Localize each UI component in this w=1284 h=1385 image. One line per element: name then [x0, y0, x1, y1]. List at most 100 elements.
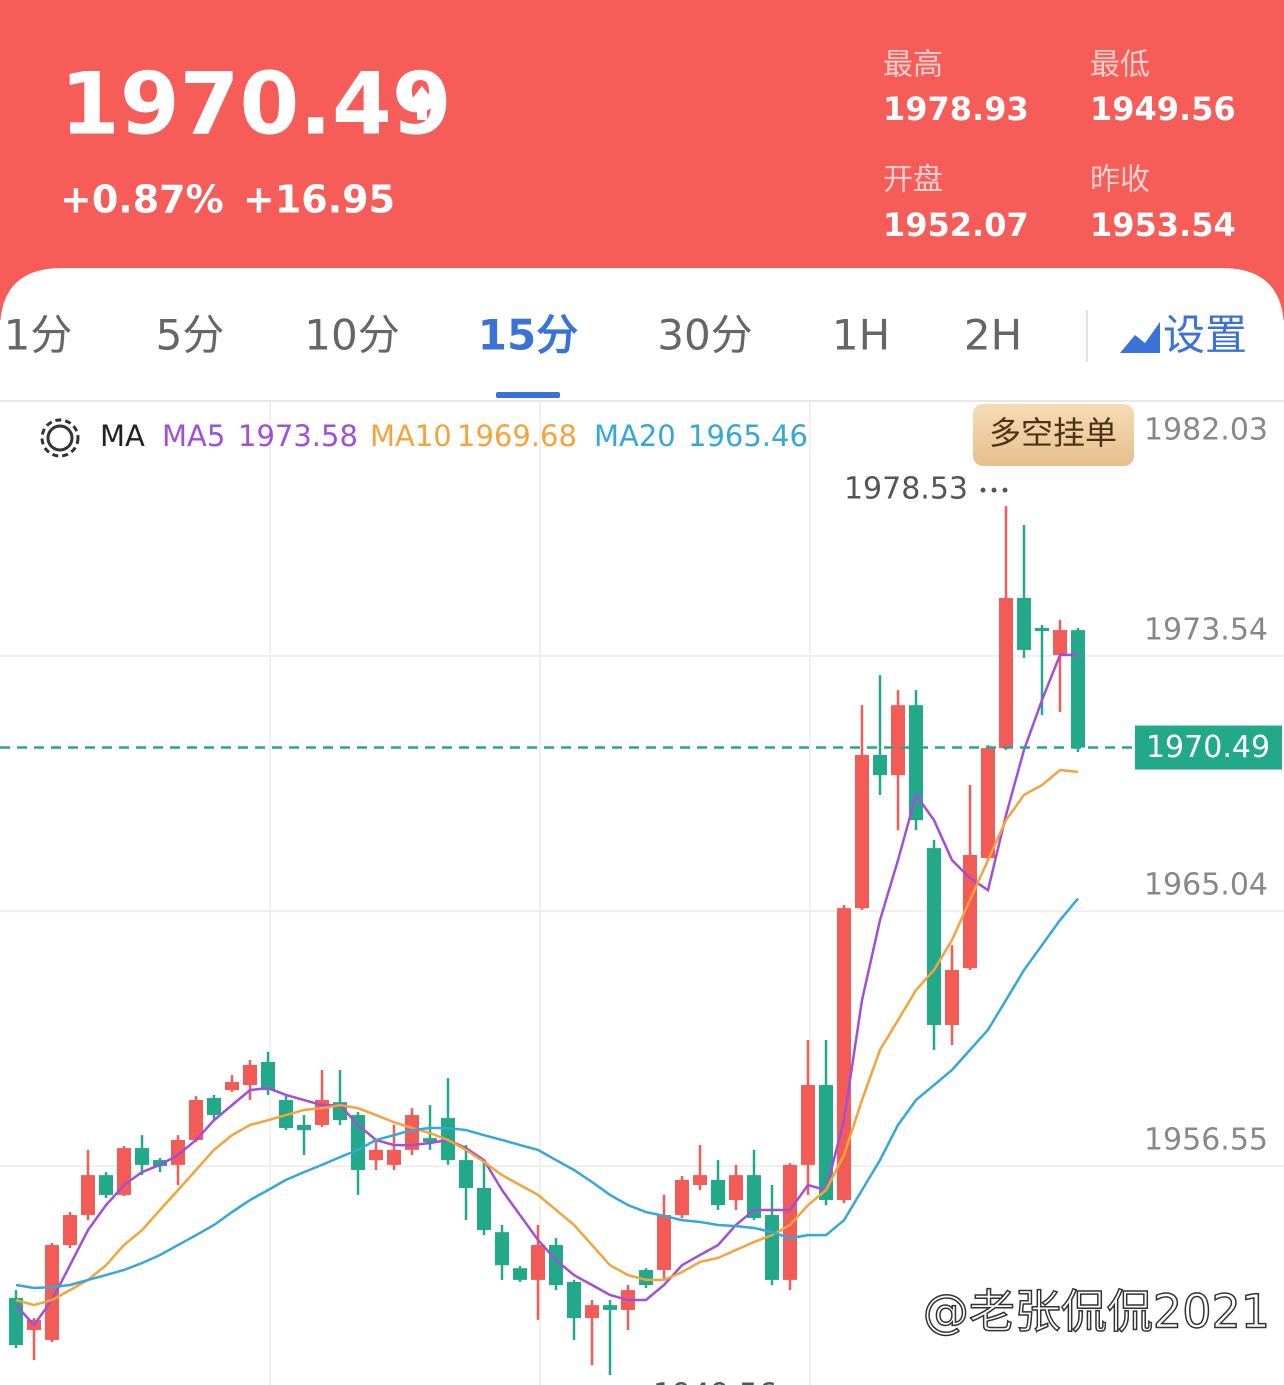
candle-body — [405, 1115, 419, 1150]
candle-body — [513, 1268, 527, 1280]
candle-body — [837, 908, 851, 1201]
candle-body — [945, 970, 959, 1025]
last-price-label: 1970.49 — [1146, 730, 1270, 765]
candle-body — [819, 1085, 833, 1201]
candle-body — [297, 1124, 311, 1131]
candle-body — [729, 1175, 743, 1201]
candle-body — [63, 1215, 77, 1246]
stat-value: 1949.56 — [1090, 90, 1236, 128]
last-price-box — [1135, 725, 1282, 770]
settings[interactable]: 设置 — [1163, 311, 1247, 360]
gear-icon[interactable] — [46, 424, 74, 452]
change: +16.95 — [243, 178, 395, 222]
stat-label: 最低 — [1090, 48, 1150, 83]
legend-name: MA20 — [594, 419, 676, 453]
watermark: @老张侃侃2021 — [923, 1285, 1270, 1339]
tab-underline — [496, 392, 560, 398]
candle-body — [639, 1269, 653, 1286]
gear-icon[interactable] — [40, 418, 80, 458]
candle-body — [657, 1215, 671, 1270]
y-tick-label: 1956.55 — [1144, 1123, 1268, 1158]
candle-body — [9, 1297, 23, 1346]
candle-body — [261, 1061, 275, 1091]
high-label: 1978.53 — [844, 472, 968, 507]
candle-body — [1053, 630, 1067, 656]
candle-body — [927, 848, 941, 1025]
tab[interactable]: 10分 — [304, 311, 399, 360]
candle-body — [459, 1160, 473, 1189]
candle-body — [711, 1179, 725, 1206]
candle-body — [135, 1148, 149, 1165]
candle-body — [225, 1082, 239, 1091]
candle-body — [189, 1100, 203, 1140]
price: 1970.49 — [60, 54, 452, 154]
candle-body — [117, 1148, 131, 1195]
candle-body — [747, 1175, 761, 1219]
candle-body — [891, 705, 905, 776]
candle-body — [801, 1085, 815, 1165]
legend-value: 1969.68 — [457, 419, 577, 453]
dot — [980, 487, 986, 493]
ma-line — [15, 768, 1079, 1307]
stat-label: 最高 — [883, 48, 943, 83]
candle-body — [765, 1215, 779, 1280]
stat-value: 1953.54 — [1090, 206, 1236, 244]
candle-body — [81, 1175, 95, 1216]
tab-bar: 1分 5分 10分 15分 30分 1H 2H — [4, 311, 1022, 398]
candle-body — [387, 1149, 401, 1165]
low-label: 1949.56 — [653, 1377, 777, 1385]
candle-body — [1035, 628, 1049, 632]
tab[interactable]: 5分 — [156, 311, 225, 360]
up-arrow — [408, 86, 436, 120]
tab[interactable]: 1分 — [4, 311, 73, 360]
change-pct: +0.87% — [60, 178, 224, 222]
candle-body — [567, 1282, 581, 1319]
tab[interactable]: 30分 — [657, 311, 752, 360]
candle-body — [531, 1245, 545, 1280]
candle-body — [99, 1175, 113, 1195]
candle-body — [999, 597, 1013, 749]
tab[interactable]: 15分 — [478, 311, 578, 360]
candle-body — [45, 1245, 59, 1340]
candle-body — [675, 1179, 689, 1216]
candle-body — [477, 1188, 491, 1231]
candle-body — [603, 1305, 617, 1310]
candle-body — [369, 1149, 383, 1161]
tab[interactable]: 1H — [832, 311, 890, 360]
stat-value: 1978.93 — [883, 90, 1029, 128]
candle-body — [1071, 630, 1085, 748]
stat-value: 1952.07 — [883, 206, 1029, 244]
legend-value: 1973.58 — [238, 419, 358, 453]
indicator: MA — [100, 419, 145, 453]
candle-body — [207, 1097, 221, 1116]
candle-body — [963, 855, 977, 969]
candle-body — [981, 748, 995, 859]
legend-name: MA10 — [370, 419, 452, 453]
y-tick-label: 1973.54 — [1144, 612, 1268, 647]
ma-line — [15, 653, 1079, 1327]
stat-label: 昨收 — [1090, 163, 1150, 198]
candle-body — [693, 1175, 707, 1186]
candle-body — [153, 1160, 167, 1167]
candle-body — [243, 1064, 257, 1086]
order-button[interactable] — [973, 404, 1134, 466]
candle-body — [783, 1164, 797, 1280]
candle-body — [495, 1232, 509, 1266]
dot — [991, 487, 997, 493]
tab[interactable]: 2H — [964, 311, 1022, 360]
candle-body — [873, 755, 887, 776]
plot: 1982.03 1973.54 1965.04 1956.55 MA5 1973.58 MA… — [0, 413, 1284, 1385]
candle-body — [855, 755, 869, 909]
y-tick-label: 1982.03 — [1144, 413, 1268, 448]
legend-value: 1965.46 — [688, 419, 808, 453]
ma-line — [15, 897, 1079, 1290]
stat-label: 开盘 — [883, 163, 943, 198]
candle-body — [423, 1138, 437, 1143]
header-bg — [0, 0, 1284, 320]
settings-icon[interactable] — [1120, 322, 1160, 353]
legend-name: MA5 — [162, 419, 225, 453]
y-tick-label: 1965.04 — [1144, 868, 1268, 903]
order-button-label[interactable]: 多空挂单 — [989, 414, 1117, 452]
